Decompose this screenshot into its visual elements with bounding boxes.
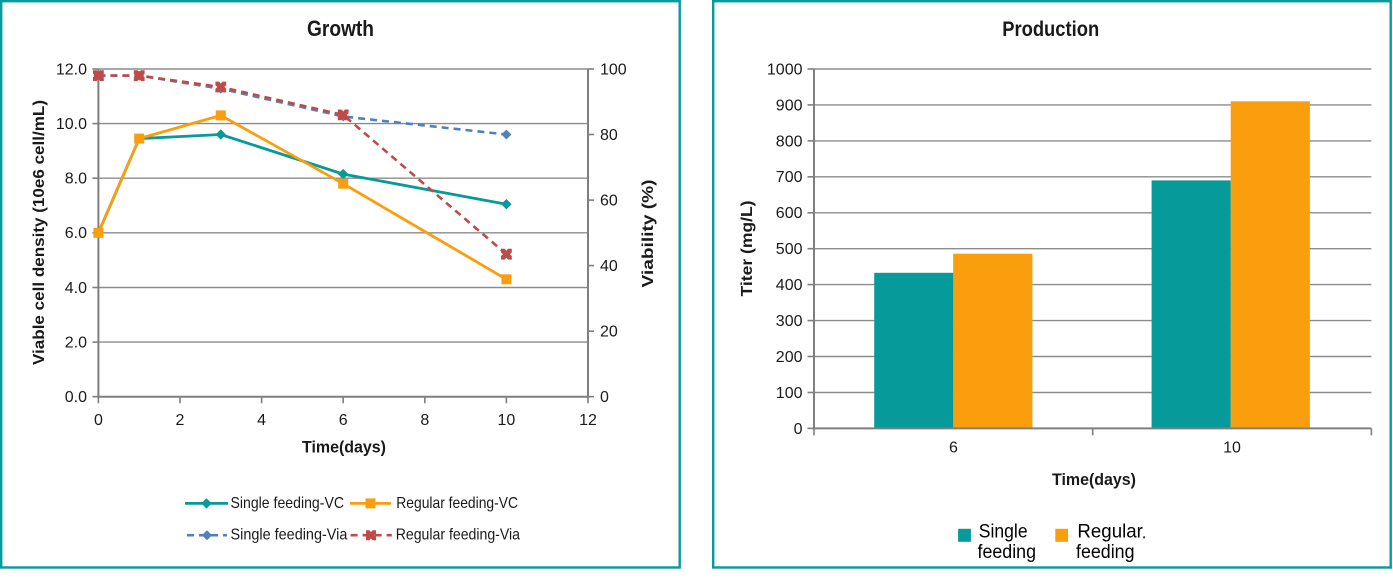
svg-text:500: 500: [776, 241, 803, 258]
svg-text:12: 12: [579, 412, 597, 429]
svg-text:Single feeding-VC: Single feeding-VC: [231, 495, 345, 512]
svg-text:Regular: Regular: [1077, 520, 1143, 542]
svg-text:2.0: 2.0: [65, 335, 87, 352]
svg-text:400: 400: [776, 277, 803, 294]
svg-text:6: 6: [339, 412, 348, 429]
svg-text:0: 0: [600, 389, 609, 406]
svg-text:1000: 1000: [767, 61, 803, 78]
svg-text:Regular feeding-Via: Regular feeding-Via: [396, 527, 520, 544]
svg-text:100: 100: [600, 61, 627, 78]
svg-text:60: 60: [600, 193, 618, 210]
svg-text:300: 300: [776, 313, 803, 330]
svg-text:Viable cell density (10e6 cell: Viable cell density (10e6 cell/mL): [31, 100, 48, 365]
svg-text:feeding: feeding: [1076, 541, 1135, 563]
svg-text:Single feeding-Via: Single feeding-Via: [231, 527, 348, 544]
svg-text:0.0: 0.0: [65, 389, 87, 406]
svg-text:200: 200: [776, 349, 803, 366]
svg-text:2: 2: [176, 412, 185, 429]
svg-text:10: 10: [498, 412, 516, 429]
svg-text:10.0: 10.0: [56, 116, 87, 133]
svg-text:800: 800: [776, 133, 803, 150]
svg-text:100: 100: [776, 385, 803, 402]
svg-text:Growth: Growth: [307, 16, 374, 41]
svg-text:Time(days): Time(days): [1052, 470, 1136, 489]
svg-text:Regular feeding-VC: Regular feeding-VC: [396, 495, 518, 512]
svg-text:Single: Single: [979, 520, 1028, 542]
svg-text:6.0: 6.0: [65, 225, 87, 242]
svg-text:Time(days): Time(days): [302, 438, 386, 457]
svg-text:20: 20: [600, 324, 618, 341]
svg-text:10: 10: [1223, 439, 1241, 456]
svg-text:80: 80: [600, 127, 618, 144]
svg-text:600: 600: [776, 205, 803, 222]
svg-text:Viability (%): Viability (%): [640, 180, 657, 288]
svg-text:8: 8: [420, 412, 429, 429]
svg-text:12.0: 12.0: [56, 61, 87, 78]
svg-text:4.0: 4.0: [65, 280, 87, 297]
svg-text:0: 0: [94, 412, 103, 429]
svg-text:Production: Production: [1002, 18, 1099, 41]
svg-text:700: 700: [776, 169, 803, 186]
svg-text:feeding: feeding: [978, 541, 1037, 563]
svg-text:900: 900: [776, 97, 803, 114]
svg-text:8.0: 8.0: [65, 171, 87, 188]
svg-text:40: 40: [600, 258, 618, 275]
svg-text:0: 0: [794, 421, 803, 438]
svg-text:Titer (mg/L): Titer (mg/L): [739, 201, 756, 297]
svg-text:6: 6: [949, 439, 958, 456]
svg-text:4: 4: [257, 412, 266, 429]
